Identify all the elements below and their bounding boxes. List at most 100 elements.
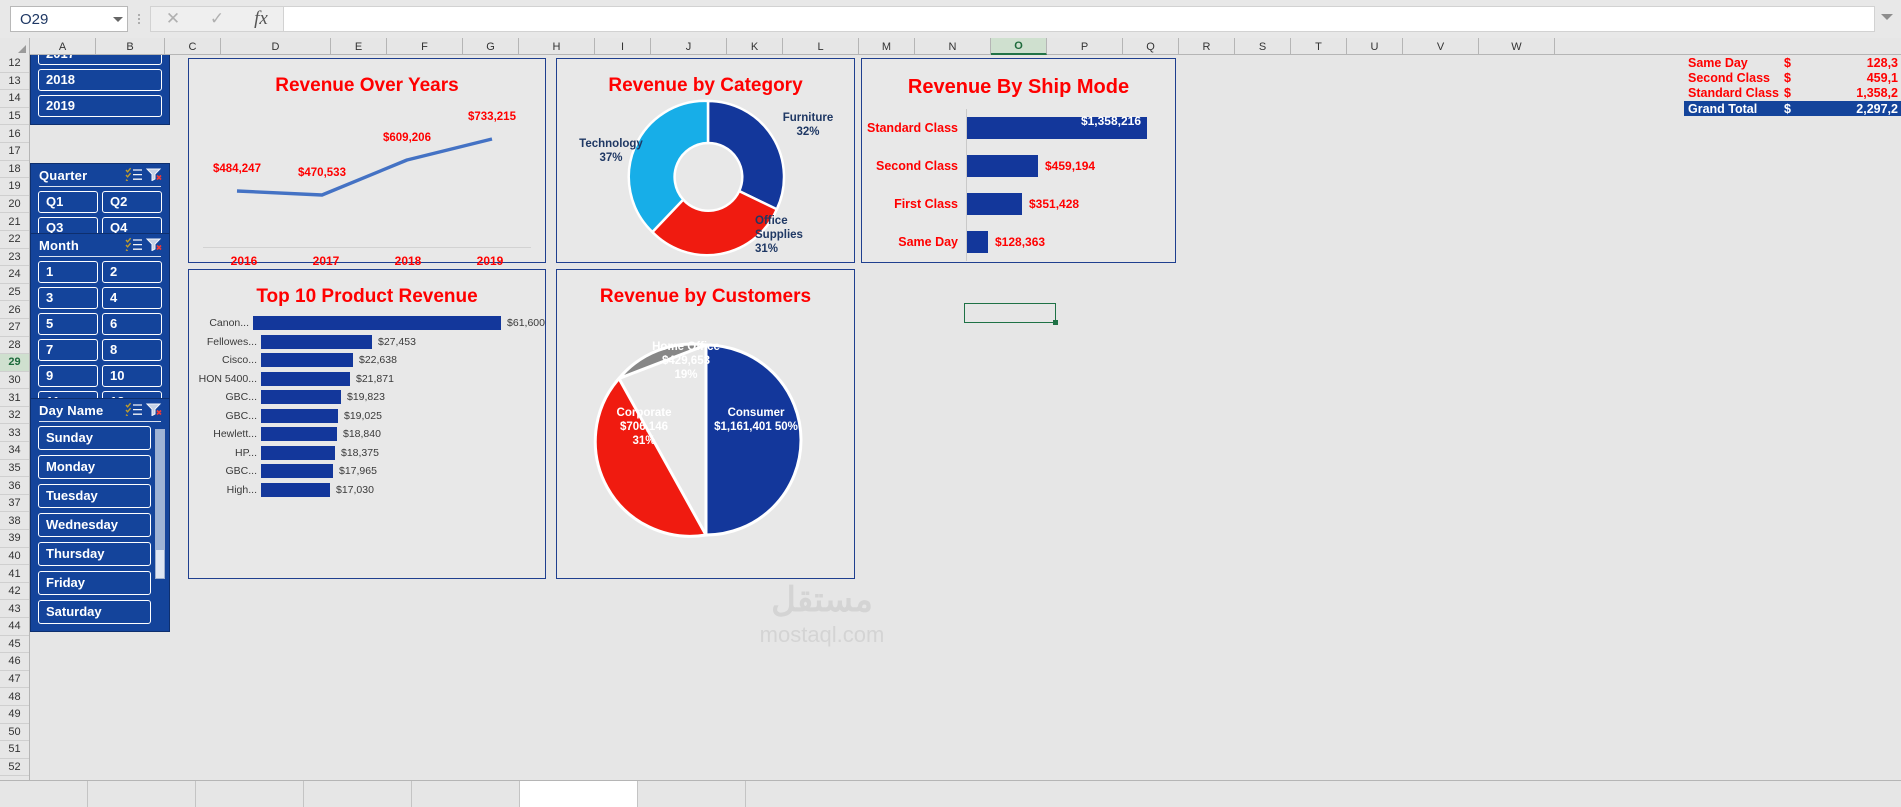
column-header-e[interactable]: E <box>331 38 387 55</box>
row-header-42[interactable]: 42 <box>0 583 29 601</box>
row-header-13[interactable]: 13 <box>0 73 29 91</box>
chart-revenue-over-years[interactable]: Revenue Over Years $484,247 $470,533 $60… <box>188 58 546 268</box>
check-icon[interactable]: ✓ <box>209 9 225 28</box>
slicer-item-2018[interactable]: 2018 <box>38 69 162 91</box>
row-header-18[interactable]: 18 <box>0 161 29 179</box>
row-header-26[interactable]: 26 <box>0 301 29 319</box>
row-header-40[interactable]: 40 <box>0 548 29 566</box>
row-header-12[interactable]: 12 <box>0 55 29 73</box>
row-header-35[interactable]: 35 <box>0 460 29 478</box>
clear-filter-icon[interactable] <box>145 402 163 418</box>
row-header-24[interactable]: 24 <box>0 266 29 284</box>
sheet-tab-1[interactable] <box>88 781 196 807</box>
row-header-31[interactable]: 31 <box>0 389 29 407</box>
row-header-41[interactable]: 41 <box>0 565 29 583</box>
fx-icon[interactable]: fx <box>254 8 268 29</box>
row-header-46[interactable]: 46 <box>0 653 29 671</box>
slicer-item-thursday[interactable]: Thursday <box>38 542 151 566</box>
slicer-item-month-3[interactable]: 3 <box>38 287 98 309</box>
column-header-n[interactable]: N <box>915 38 991 55</box>
row-header-19[interactable]: 19 <box>0 178 29 196</box>
row-header-28[interactable]: 28 <box>0 337 29 355</box>
active-cell-selection[interactable] <box>964 303 1058 325</box>
row-header-51[interactable]: 51 <box>0 741 29 759</box>
slicer-item-month-2[interactable]: 2 <box>102 261 162 283</box>
clear-filter-icon[interactable] <box>145 237 163 253</box>
slicer-item-month-9[interactable]: 9 <box>38 365 98 387</box>
column-header-b[interactable]: B <box>96 38 165 55</box>
row-header-16[interactable]: 16 <box>0 125 29 143</box>
row-header-44[interactable]: 44 <box>0 618 29 636</box>
slicer-item-2017[interactable]: 2017 <box>38 55 162 65</box>
row-header-37[interactable]: 37 <box>0 495 29 513</box>
row-header-33[interactable]: 33 <box>0 424 29 443</box>
row-header-43[interactable]: 43 <box>0 600 29 618</box>
slicer-item-q1[interactable]: Q1 <box>38 191 98 213</box>
column-header-v[interactable]: V <box>1403 38 1479 55</box>
chart-revenue-by-ship-mode[interactable]: Revenue By Ship Mode Standard Class $1,3… <box>861 58 1176 263</box>
slicer-scrollbar[interactable] <box>155 429 165 579</box>
row-header-27[interactable]: 27 <box>0 319 29 337</box>
formula-bar-expand-icon[interactable] <box>1881 14 1893 20</box>
multi-select-icon[interactable] <box>125 167 143 183</box>
multi-select-icon[interactable] <box>125 237 143 253</box>
slicer-item-tuesday[interactable]: Tuesday <box>38 484 151 508</box>
column-header-t[interactable]: T <box>1291 38 1347 55</box>
slicer-item-monday[interactable]: Monday <box>38 455 151 479</box>
slicer-item-friday[interactable]: Friday <box>38 571 151 595</box>
sheet-tab-0[interactable] <box>0 781 88 807</box>
slicer-item-month-8[interactable]: 8 <box>102 339 162 361</box>
sheet-tab-5[interactable] <box>520 781 638 807</box>
column-header-p[interactable]: P <box>1047 38 1123 55</box>
slicer-item-month-6[interactable]: 6 <box>102 313 162 335</box>
clear-filter-icon[interactable] <box>145 167 163 183</box>
row-header-45[interactable]: 45 <box>0 636 29 654</box>
column-header-h[interactable]: H <box>519 38 595 55</box>
sheet-tab-3[interactable] <box>304 781 412 807</box>
slicer-item-month-7[interactable]: 7 <box>38 339 98 361</box>
row-header-22[interactable]: 22 <box>0 231 29 249</box>
row-header-49[interactable]: 49 <box>0 706 29 724</box>
formula-input[interactable] <box>283 6 1875 32</box>
row-header-32[interactable]: 32 <box>0 407 29 425</box>
row-header-15[interactable]: 15 <box>0 108 29 126</box>
slicer-day-name[interactable]: Day Name Sunday Monday Tuesday Wednesday… <box>30 398 170 632</box>
column-header-s[interactable]: S <box>1235 38 1291 55</box>
select-all-corner[interactable] <box>0 38 30 55</box>
column-header-q[interactable]: Q <box>1123 38 1179 55</box>
slicer-item-month-1[interactable]: 1 <box>38 261 98 283</box>
name-box[interactable]: O29 <box>10 6 128 32</box>
scrollbar-thumb[interactable] <box>156 430 164 550</box>
row-header-25[interactable]: 25 <box>0 284 29 302</box>
row-header-38[interactable]: 38 <box>0 512 29 531</box>
column-header-r[interactable]: R <box>1179 38 1235 55</box>
column-header-u[interactable]: U <box>1347 38 1403 55</box>
row-header-47[interactable]: 47 <box>0 671 29 689</box>
row-header-14[interactable]: 14 <box>0 90 29 108</box>
chart-top-10-product-revenue[interactable]: Top 10 Product Revenue Canon... $61,600 … <box>188 269 546 579</box>
row-header-50[interactable]: 50 <box>0 724 29 742</box>
row-header-17[interactable]: 17 <box>0 143 29 161</box>
drag-handle-icon[interactable] <box>128 6 150 32</box>
slicer-item-month-4[interactable]: 4 <box>102 287 162 309</box>
column-header-k[interactable]: K <box>727 38 783 55</box>
column-header-j[interactable]: J <box>651 38 727 55</box>
slicer-quarter[interactable]: Quarter Q1 Q2 Q3 Q4 <box>30 163 170 247</box>
slicer-item-month-10[interactable]: 10 <box>102 365 162 387</box>
chevron-down-icon[interactable] <box>113 16 123 22</box>
row-header-39[interactable]: 39 <box>0 530 29 548</box>
chart-revenue-by-customers[interactable]: Revenue by Customers Home Office $429,65… <box>556 269 855 579</box>
slicer-item-q2[interactable]: Q2 <box>102 191 162 213</box>
column-header-i[interactable]: I <box>595 38 651 55</box>
row-header-30[interactable]: 30 <box>0 372 29 390</box>
row-header-21[interactable]: 21 <box>0 213 29 231</box>
row-header-23[interactable]: 23 <box>0 249 29 267</box>
column-header-f[interactable]: F <box>387 38 463 55</box>
row-header-52[interactable]: 52 <box>0 759 29 777</box>
slicer-item-2019[interactable]: 2019 <box>38 95 162 117</box>
sheet-tab-2[interactable] <box>196 781 304 807</box>
close-icon[interactable]: ✕ <box>165 9 181 28</box>
column-header-c[interactable]: C <box>165 38 221 55</box>
column-header-m[interactable]: M <box>859 38 915 55</box>
chart-revenue-by-category[interactable]: Revenue by Category Technology 37% Furni… <box>556 58 855 263</box>
